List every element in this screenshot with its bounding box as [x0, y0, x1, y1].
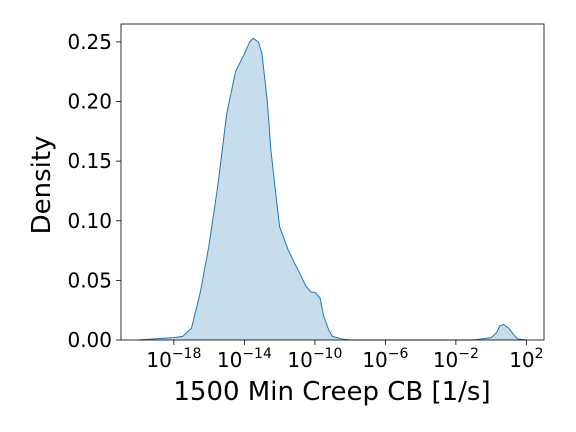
- x-axis-title: 1500 Min Creep CB [1/s]: [173, 377, 490, 407]
- x-tick-label: 10−14: [217, 346, 272, 372]
- plot-area: [121, 24, 544, 340]
- density-line-0: [138, 37, 527, 341]
- x-tick-label: 10−6: [362, 346, 408, 372]
- y-tick-label: 0.25: [67, 30, 112, 54]
- y-tick-label: 0.15: [67, 149, 112, 173]
- y-tick-label: 0.00: [67, 328, 112, 352]
- y-tick-label: 0.05: [67, 268, 112, 292]
- y-axis-title: Density: [27, 136, 57, 235]
- plot-frame: [120, 23, 545, 341]
- density-area: [138, 37, 527, 341]
- x-tick-label: 10−2: [433, 346, 479, 372]
- density-fill-0: [138, 38, 527, 341]
- y-tick-label: 0.20: [67, 90, 112, 114]
- y-tick-label: 0.10: [67, 209, 112, 233]
- x-tick-label: 102: [509, 346, 543, 372]
- x-tick-label: 10−10: [287, 346, 342, 372]
- y-axis-ticks: 0.00 0.05 0.10 0.15 0.20 0.25: [67, 30, 121, 352]
- x-tick-label: 10−18: [146, 346, 201, 372]
- x-axis-ticks: 10−18 10−14 10−10 10−6 10−2 102: [146, 340, 544, 372]
